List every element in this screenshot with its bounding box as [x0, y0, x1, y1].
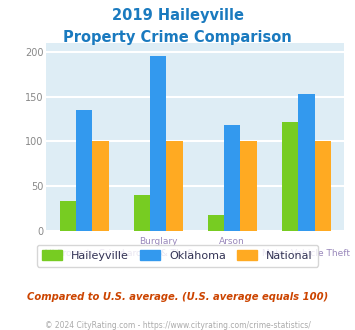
Bar	[76, 110, 92, 231]
Text: Arson: Arson	[219, 237, 245, 246]
Legend: Haileyville, Oklahoma, National: Haileyville, Oklahoma, National	[37, 245, 318, 267]
Text: Motor Vehicle Theft: Motor Vehicle Theft	[262, 249, 350, 258]
Bar	[92, 141, 109, 231]
Bar	[134, 195, 150, 231]
Text: Larceny & Theft: Larceny & Theft	[122, 249, 194, 258]
Bar	[298, 94, 315, 231]
Bar	[166, 141, 183, 231]
Bar	[282, 122, 298, 231]
Text: © 2024 CityRating.com - https://www.cityrating.com/crime-statistics/: © 2024 CityRating.com - https://www.city…	[45, 321, 310, 330]
Bar	[150, 56, 166, 231]
Text: All Property Crime: All Property Crime	[43, 249, 125, 258]
Bar	[240, 141, 257, 231]
Bar	[315, 141, 331, 231]
Text: Property Crime Comparison: Property Crime Comparison	[63, 30, 292, 45]
Bar	[60, 201, 76, 231]
Bar	[224, 125, 240, 231]
Bar	[208, 215, 224, 231]
Text: Compared to U.S. average. (U.S. average equals 100): Compared to U.S. average. (U.S. average …	[27, 292, 328, 302]
Text: Burglary: Burglary	[139, 237, 178, 246]
Text: 2019 Haileyville: 2019 Haileyville	[111, 8, 244, 23]
